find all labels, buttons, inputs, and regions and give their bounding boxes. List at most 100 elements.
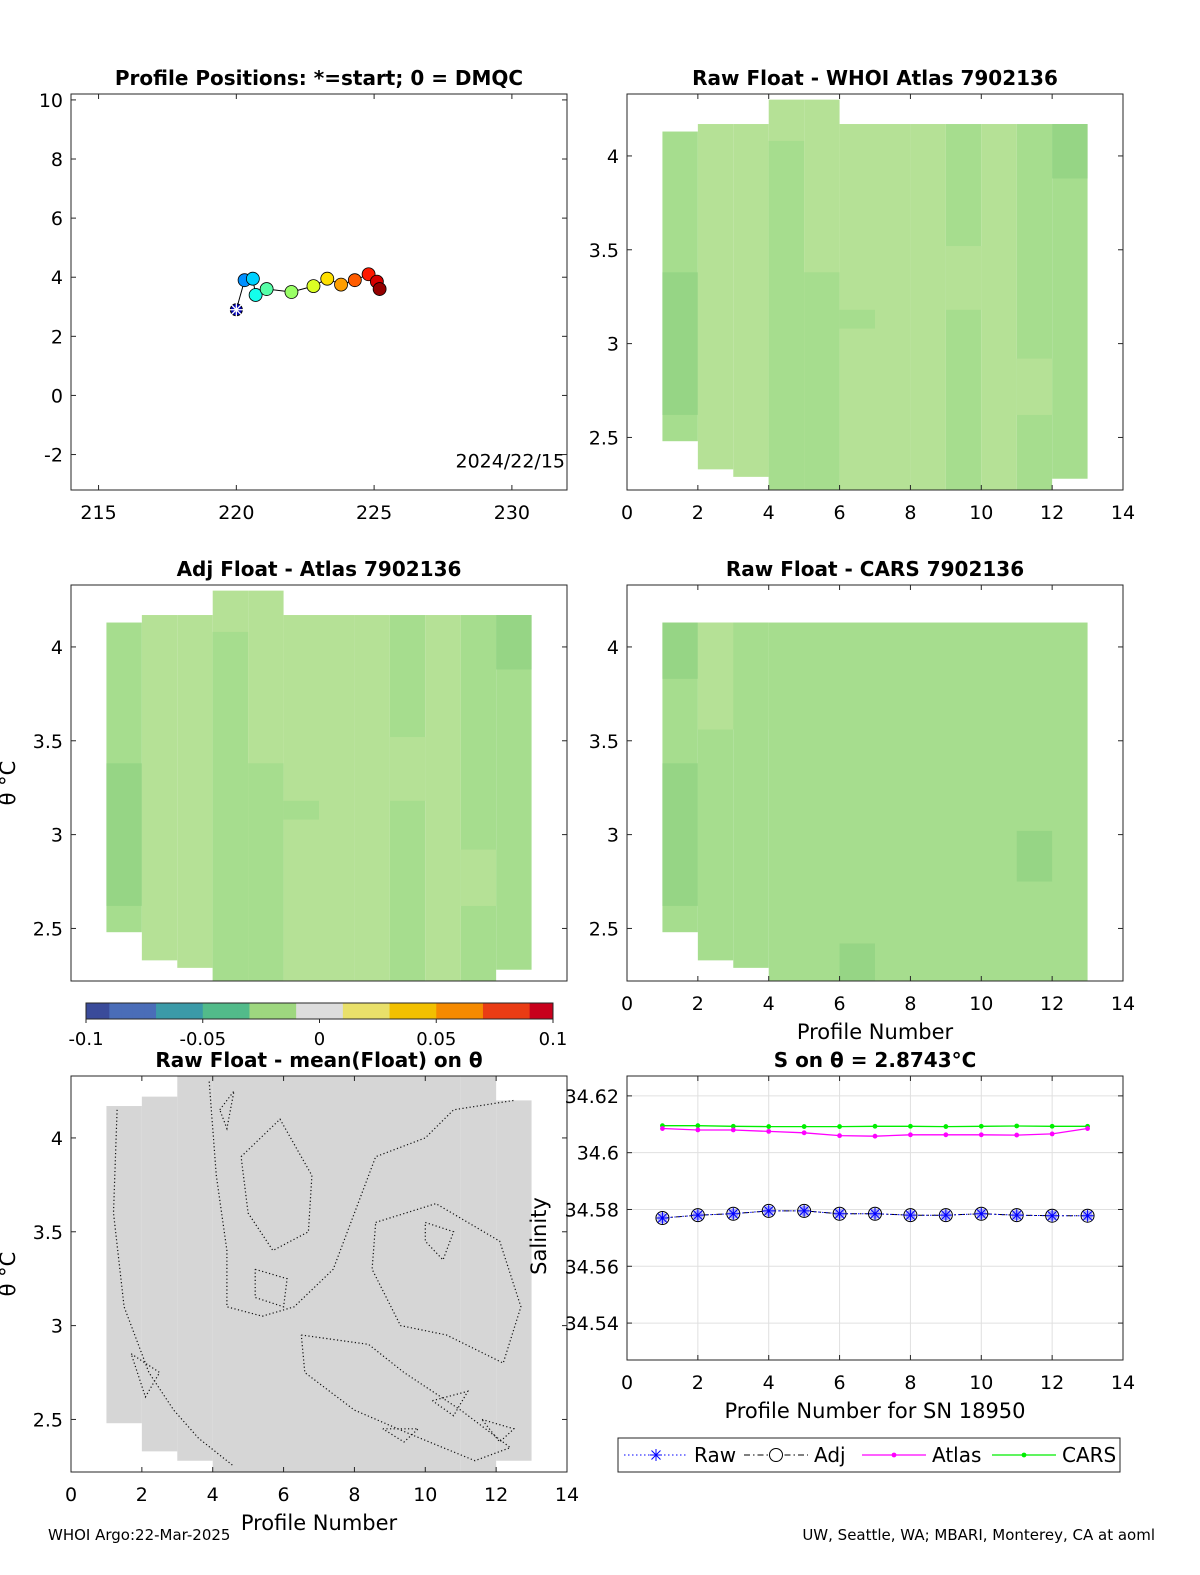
raw_cars-cell xyxy=(733,622,769,968)
salinity-point-cars xyxy=(801,1124,807,1129)
colorbar-segment xyxy=(529,1003,542,1019)
salinity-point-cars xyxy=(837,1124,842,1129)
positions-y-tick-label: 6 xyxy=(51,208,63,230)
adj_atlas-cell xyxy=(248,763,284,981)
raw-mean-x-tick-label: 2 xyxy=(136,1484,148,1506)
adj_atlas-cell xyxy=(283,615,319,981)
raw-mean-x-tick-label: 0 xyxy=(65,1484,77,1506)
salinity-point-cars xyxy=(730,1123,736,1129)
positions-x-tick-label: 215 xyxy=(80,502,116,524)
raw_whoi-x-tick-label: 0 xyxy=(621,502,633,524)
raw_whoi-x-tick-label: 6 xyxy=(834,502,846,524)
raw-mean-cell xyxy=(496,1100,532,1461)
colorbar-segment xyxy=(214,1003,227,1019)
asterisk-icon xyxy=(975,1207,988,1220)
salinity-point-atlas xyxy=(660,1126,665,1131)
raw_cars-x-tick-label: 2 xyxy=(692,993,704,1015)
salinity-title: S on θ = 2.8743°C xyxy=(774,1048,977,1072)
legend-marker-adj xyxy=(769,1448,783,1462)
raw_cars-x-tick-label: 0 xyxy=(621,993,633,1015)
raw_cars-x-tick-label: 4 xyxy=(763,993,775,1015)
adj_atlas-cell xyxy=(496,615,532,970)
colorbar-segment xyxy=(144,1003,157,1019)
raw_cars-axes xyxy=(626,584,1124,982)
raw_whoi-cell xyxy=(1052,124,1088,479)
positions-point xyxy=(320,271,335,286)
raw_whoi-y-tick-label: 2.5 xyxy=(589,427,619,449)
asterisk-icon xyxy=(869,1207,881,1220)
raw-mean-contour xyxy=(432,1390,470,1417)
legend-label-atlas: Atlas xyxy=(932,1443,981,1467)
positions-date-annotation: 2024/22/15 xyxy=(455,451,565,473)
asterisk-icon xyxy=(833,1207,846,1220)
colorbar-segment xyxy=(517,1003,531,1019)
salinity-y-tick-label: 34.56 xyxy=(565,1256,619,1278)
raw_whoi-x-tick-label: 2 xyxy=(692,502,704,524)
legend-label-cars: CARS xyxy=(1062,1443,1116,1467)
salinity-point-cars xyxy=(1049,1123,1055,1129)
adj_atlas-y-tick-label: 2.5 xyxy=(33,918,63,940)
salinity-point-adj xyxy=(690,1208,705,1223)
positions-point xyxy=(334,277,348,292)
colorbar-segment xyxy=(249,1003,262,1019)
raw_cars-x-tick-label: 14 xyxy=(1111,993,1135,1015)
raw-mean-cell xyxy=(141,1096,178,1452)
positions-point xyxy=(306,279,321,293)
colorbar-segment xyxy=(97,1003,110,1019)
salinity-point-cars xyxy=(978,1123,984,1129)
adj_atlas-cell xyxy=(319,615,355,981)
raw-mean-contour xyxy=(240,1118,313,1252)
colorbar-segment xyxy=(331,1003,344,1019)
colorbar-segment xyxy=(377,1003,391,1019)
raw-mean-cell xyxy=(460,1076,497,1472)
colorbar-segment xyxy=(354,1003,367,1019)
raw-mean-cell xyxy=(177,1076,213,1461)
raw-mean-contour xyxy=(208,1081,514,1317)
positions-point xyxy=(248,288,263,302)
salinity-x-tick-label: 12 xyxy=(1040,1372,1064,1394)
legend-marker-atlas xyxy=(891,1452,897,1458)
colorbar-tick-label: 0.1 xyxy=(539,1029,568,1050)
colorbar-segment xyxy=(284,1003,297,1019)
raw-mean-x-tick-label: 14 xyxy=(555,1484,579,1506)
positions-axes xyxy=(70,93,568,491)
asterisk-icon xyxy=(1010,1209,1023,1222)
footer-left: WHOI Argo:22-Mar-2025 xyxy=(48,1526,231,1544)
asterisk-icon xyxy=(904,1209,917,1222)
salinity-point-atlas xyxy=(801,1130,807,1136)
raw-mean-y-tick-label: 2.5 xyxy=(33,1409,63,1431)
colorbar-segment xyxy=(132,1003,145,1019)
positions-y-tick-label: -2 xyxy=(44,445,63,467)
positions-y-tick-label: 0 xyxy=(51,385,63,407)
colorbar-segment xyxy=(179,1003,192,1019)
colorbar-segment xyxy=(191,1003,204,1019)
colorbar-segment xyxy=(494,1003,507,1019)
raw_cars-x-tick-label: 12 xyxy=(1040,993,1064,1015)
salinity-point-atlas xyxy=(908,1132,913,1138)
raw_cars-x-tick-label: 6 xyxy=(834,993,846,1015)
asterisk-icon xyxy=(798,1204,811,1217)
raw-mean-x-tick-label: 10 xyxy=(413,1484,437,1506)
asterisk-icon xyxy=(762,1204,775,1217)
raw-mean-contour xyxy=(254,1268,288,1308)
raw_cars-y-tick-label: 2.5 xyxy=(589,918,619,940)
raw_whoi-title: Raw Float - WHOI Atlas 7902136 xyxy=(692,66,1058,90)
colorbar-segment xyxy=(424,1003,437,1019)
asterisk-icon xyxy=(656,1212,669,1224)
raw_whoi-cell xyxy=(875,124,911,490)
raw_whoi-x-tick-label: 8 xyxy=(904,502,916,524)
colorbar-segment xyxy=(389,1003,402,1019)
salinity-point-atlas xyxy=(1085,1126,1090,1131)
legend-marker-cars xyxy=(1021,1452,1027,1458)
salinity-point-atlas xyxy=(1049,1131,1055,1137)
asterisk-icon xyxy=(1081,1209,1094,1222)
colorbar-segment xyxy=(307,1003,320,1019)
raw-mean-contour xyxy=(219,1090,235,1131)
positions-y-tick-label: 4 xyxy=(51,267,63,289)
positions-y-tick-label: 10 xyxy=(39,90,63,112)
raw_whoi-cell xyxy=(697,124,734,470)
raw-mean-cell xyxy=(212,1076,461,1472)
raw_whoi-cell xyxy=(1016,358,1053,415)
start-star-stroke xyxy=(230,304,242,316)
